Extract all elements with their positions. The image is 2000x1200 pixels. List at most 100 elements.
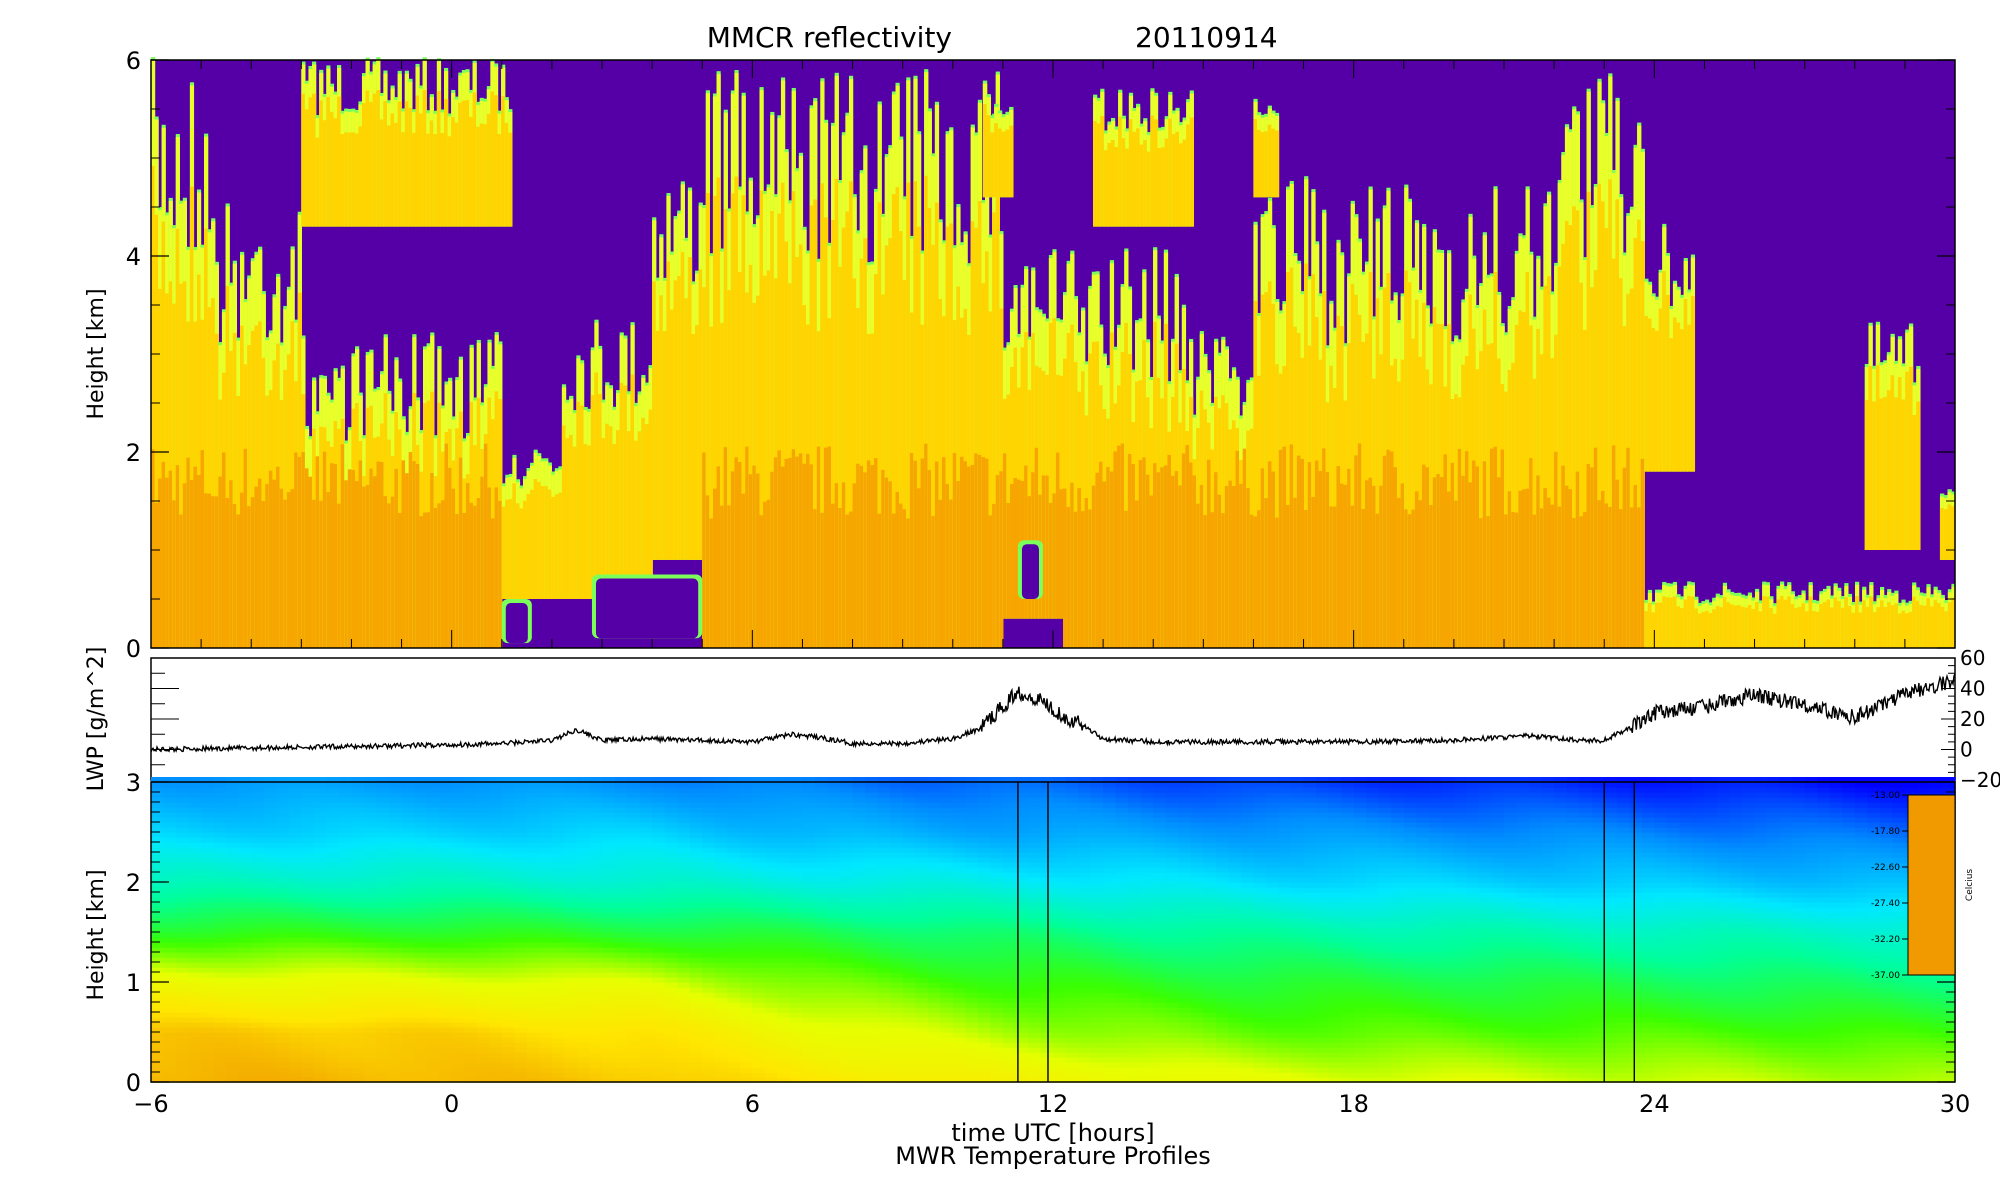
temperature-cell [326, 1032, 340, 1038]
cloud-core [469, 502, 474, 648]
temperature-cell [489, 952, 503, 958]
temperature-cell [326, 1052, 340, 1058]
cloud-mid [250, 330, 256, 648]
temperature-cell [326, 827, 340, 833]
cloud-core [1450, 462, 1455, 648]
temperature-cell [414, 827, 428, 833]
temperature-cell [151, 807, 165, 813]
cloud-core [1518, 490, 1523, 648]
temperature-cell [376, 1062, 390, 1068]
temperature-cell [589, 892, 603, 898]
temperature-cell [576, 982, 591, 988]
temperature-cell [301, 842, 315, 848]
temperature-cell [464, 1077, 478, 1083]
temperature-cell [226, 1017, 240, 1023]
temperature-cell [489, 1007, 503, 1013]
temperature-cell [602, 1047, 616, 1053]
temperature-cell [401, 902, 415, 908]
temperature-cell [364, 842, 378, 848]
temperature-cell [176, 887, 190, 893]
temperature-cell [526, 992, 540, 998]
temperature-cell [451, 982, 465, 988]
temperature-cell [627, 902, 641, 908]
lwp-tick-label: 0 [1960, 738, 1973, 762]
temperature-cell [213, 807, 227, 813]
temperature-cell [501, 942, 515, 948]
temperature-cell [439, 942, 453, 948]
temperature-cell [376, 1032, 390, 1038]
temperature-cell [426, 1032, 440, 1038]
temperature-cell [476, 797, 490, 803]
temperature-cell [263, 992, 277, 998]
temperature-cell [564, 932, 578, 938]
temperature-cell [251, 852, 265, 858]
cloud-core [1454, 500, 1459, 648]
temperature-cell [151, 867, 165, 873]
cloud-mid [1171, 133, 1177, 227]
cloud-core [494, 487, 499, 648]
temperature-cell [238, 852, 252, 858]
temperature-cell [526, 852, 540, 858]
temperature-cell [564, 802, 578, 808]
temperature-cell [176, 1062, 190, 1068]
temperature-cell [151, 907, 165, 913]
temperature-cell [389, 812, 403, 818]
temperature-cell [514, 1022, 528, 1028]
temperature-cell [514, 792, 528, 798]
temperature-cell [251, 857, 265, 863]
temperature-cell [564, 902, 578, 908]
temperature-cell [351, 1072, 365, 1078]
temperature-cell [251, 777, 265, 783]
temperature-cell [163, 942, 177, 948]
temperature-cell [238, 997, 252, 1003]
temperature-cell [476, 907, 490, 913]
cloud-core [229, 480, 234, 648]
temperature-cell [351, 832, 365, 838]
temperature-cell [614, 1057, 628, 1063]
temperature-cell [163, 887, 177, 893]
temperature-cell [351, 987, 365, 993]
temperature-cell [551, 1022, 566, 1028]
temperature-cell [564, 1022, 578, 1028]
temperature-cell [226, 957, 240, 963]
temperature-cell [627, 942, 641, 948]
temperature-cell [364, 947, 378, 953]
temperature-cell [539, 1017, 553, 1023]
temperature-cell [476, 957, 490, 963]
temperature-cell [338, 1057, 353, 1063]
temperature-cell [627, 897, 641, 903]
temperature-cell [301, 822, 315, 828]
temperature-cell [251, 1042, 265, 1048]
temperature-cell [389, 1002, 403, 1008]
cloud-mid [1575, 210, 1580, 649]
temperature-cell [338, 827, 353, 833]
temperature-cell [338, 872, 353, 878]
temperature-cell [614, 812, 628, 818]
temperature-cell [213, 1072, 227, 1078]
temperature-cell [514, 937, 528, 943]
cloud-mid [1687, 324, 1692, 472]
temperature-cell [464, 987, 478, 993]
cloud-mid [1868, 366, 1873, 550]
temperature-cell [627, 947, 641, 953]
temperature-cell [602, 1072, 616, 1078]
cloud-core [1045, 475, 1050, 619]
temperature-cell [576, 787, 591, 793]
temperature-cell [151, 1012, 165, 1018]
temperature-cell [176, 1067, 190, 1073]
temperature-cell [338, 957, 353, 963]
cloud-core [347, 469, 353, 648]
temperature-cell [627, 782, 641, 788]
temperature-cell [301, 982, 315, 988]
temperature-cell [627, 1057, 641, 1063]
cloud-column-3 [301, 332, 503, 648]
temperature-cell [501, 1012, 515, 1018]
temperature-cell [351, 1042, 365, 1048]
temperature-cell [564, 1017, 578, 1023]
temperature-cell [501, 897, 515, 903]
temperature-cell [276, 827, 290, 833]
cloud-mid [841, 227, 846, 648]
temperature-cell [602, 902, 616, 908]
temperature-cell [238, 882, 252, 888]
